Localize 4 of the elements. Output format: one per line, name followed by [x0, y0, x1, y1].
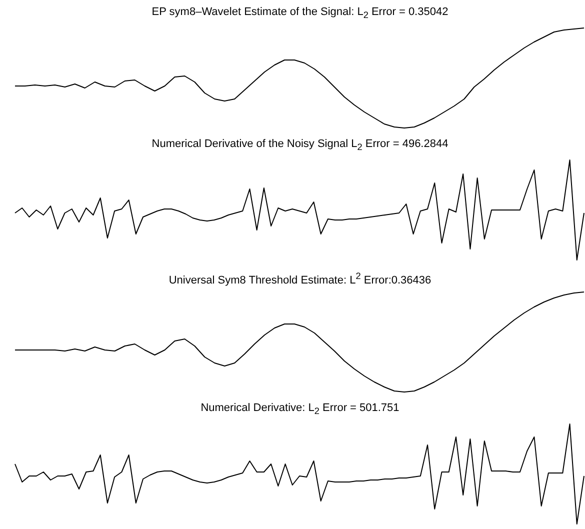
- chart-title: Numerical Derivative: L$_{2}$ Error = 501.751: [200, 401, 400, 418]
- chart-title: EP sym8–Wavelet Estimate of the Signal: L$_{2}$ Error = 0.35042: [150, 5, 450, 22]
- chart-title: Numerical Derivative of the Noisy Signal L$_{2}$ Error = 496.2844: [150, 137, 450, 154]
- chart-title: Universal Sym8 Threshold Estimate: L$^{2}$ Error:0.36436: [168, 270, 432, 288]
